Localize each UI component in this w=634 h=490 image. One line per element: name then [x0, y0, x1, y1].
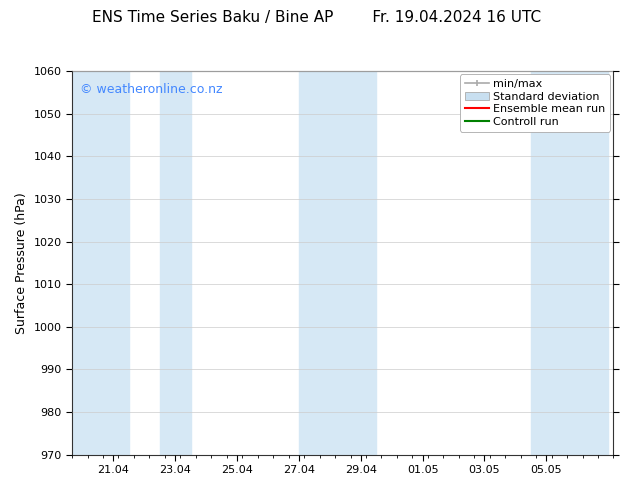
Text: © weatheronline.co.nz: © weatheronline.co.nz: [81, 82, 223, 96]
Bar: [160, 71, 191, 455]
Bar: [531, 71, 608, 455]
Y-axis label: Surface Pressure (hPa): Surface Pressure (hPa): [15, 192, 28, 334]
Text: ENS Time Series Baku / Bine AP        Fr. 19.04.2024 16 UTC: ENS Time Series Baku / Bine AP Fr. 19.04…: [93, 10, 541, 25]
Legend: min/max, Standard deviation, Ensemble mean run, Controll run: min/max, Standard deviation, Ensemble me…: [460, 74, 610, 132]
Bar: [299, 71, 376, 455]
Bar: [72, 71, 129, 455]
